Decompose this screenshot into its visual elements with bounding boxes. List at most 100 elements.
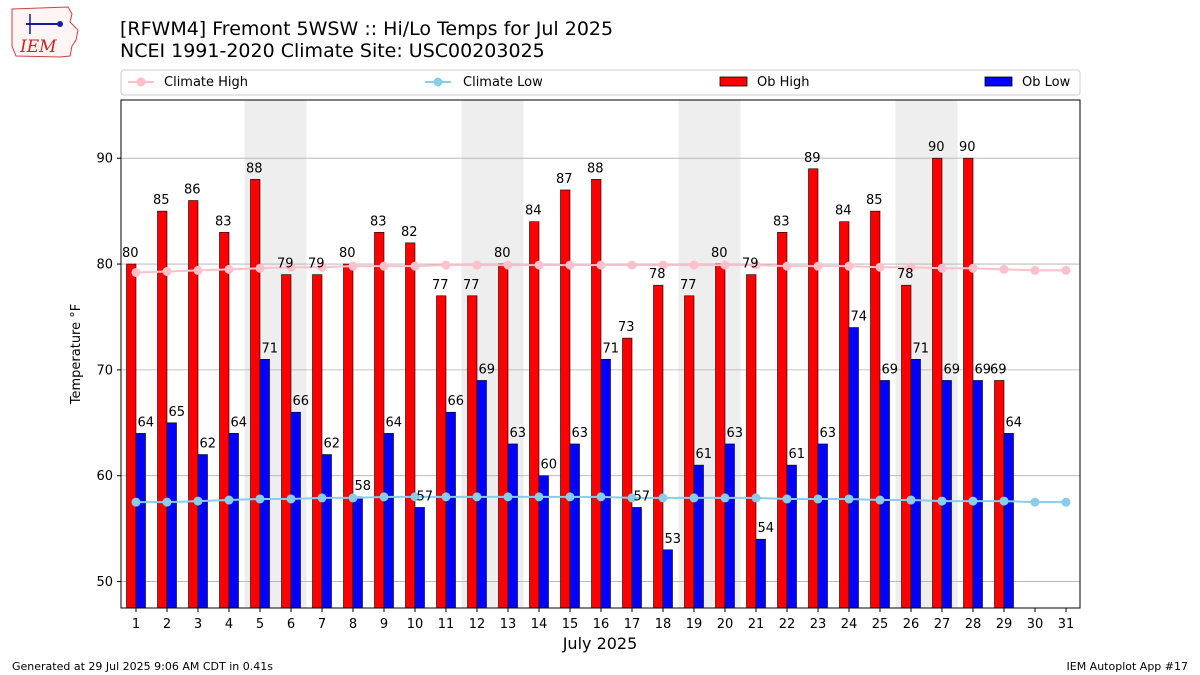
ob-high-value-label-8: 80 <box>339 246 356 261</box>
ob-high-bar-14 <box>529 221 540 609</box>
ob-low-bar-15 <box>569 443 580 609</box>
x-tick-label-20: 20 <box>717 617 734 632</box>
climate-low-point-31 <box>1061 497 1071 507</box>
x-tick-label-15: 15 <box>562 617 579 632</box>
legend-climate-low-label: Climate Low <box>463 75 543 90</box>
climate-high-point-19 <box>689 260 699 270</box>
chart-legend: Climate High Climate Low Ob High Ob Low <box>120 69 1081 96</box>
ob-low-bar-27 <box>941 380 952 609</box>
ob-high-value-label-25: 85 <box>866 193 883 208</box>
x-tick-label-28: 28 <box>965 617 982 632</box>
climate-high-point-24 <box>844 261 854 271</box>
climate-high-point-4 <box>224 264 234 274</box>
ob-high-value-label-9: 83 <box>370 214 387 229</box>
ob-low-value-label-10: 57 <box>416 489 433 504</box>
ob-high-bar-22 <box>777 231 788 609</box>
y-axis: 50 60 70 80 90 <box>96 152 121 590</box>
y-tick-label-90: 90 <box>96 152 113 167</box>
ob-high-bar-10 <box>405 242 416 609</box>
ob-high-value-label-14: 84 <box>525 204 542 219</box>
ob-high-value-label-27: 90 <box>928 140 945 155</box>
ob-high-value-label-1: 80 <box>122 246 139 261</box>
ob-high-bar-21 <box>746 274 757 609</box>
ob-low-value-label-27: 69 <box>943 362 960 377</box>
climate-low-point-17 <box>627 493 637 503</box>
legend-ob-low: Ob Low <box>984 75 1071 90</box>
climate-high-point-8 <box>348 261 358 271</box>
ob-high-bar-28 <box>963 157 974 609</box>
ob-high-value-label-7: 79 <box>308 257 325 272</box>
legend-climate-high-label: Climate High <box>164 75 248 90</box>
ob-low-bar-23 <box>817 443 828 609</box>
x-tick-label-3: 3 <box>194 617 202 632</box>
legend-ob-low-swatch <box>984 76 1013 87</box>
ob-high-bar-8 <box>343 263 354 609</box>
ob-high-bar-1 <box>126 263 137 609</box>
x-tick-label-30: 30 <box>1027 617 1044 632</box>
x-tick-label-6: 6 <box>287 617 295 632</box>
climate-high-point-21 <box>751 260 761 270</box>
ob-low-bar-13 <box>507 443 518 609</box>
climate-low-point-16 <box>596 492 606 502</box>
climate-high-point-28 <box>968 263 978 273</box>
legend-ob-high-label: Ob High <box>757 75 810 90</box>
ob-high-bar-29 <box>994 380 1005 609</box>
ob-low-value-label-21: 54 <box>757 521 774 536</box>
climate-high-point-23 <box>813 261 823 271</box>
climate-low-point-15 <box>565 492 575 502</box>
logo-text: IEM <box>19 37 57 57</box>
climate-high-point-11 <box>441 260 451 270</box>
x-tick-label-7: 7 <box>318 617 326 632</box>
x-tick-label-14: 14 <box>531 617 548 632</box>
ob-low-bar-17 <box>631 507 642 609</box>
ob-high-bar-4 <box>219 231 230 609</box>
iowa-outline-icon <box>11 6 79 58</box>
climate-low-point-13 <box>503 492 513 502</box>
legend-ob-high-swatch <box>719 76 748 87</box>
ob-low-bar-1 <box>135 433 146 609</box>
ob-low-value-label-13: 63 <box>509 426 526 441</box>
climate-low-point-30 <box>1030 497 1040 507</box>
ob-high-bar-12 <box>467 295 478 609</box>
ob-high-value-label-10: 82 <box>401 225 418 240</box>
climate-high-point-10 <box>410 261 420 271</box>
bars <box>126 157 1014 609</box>
ob-high-bar-9 <box>374 231 385 609</box>
climate-low-point-27 <box>937 496 947 506</box>
ob-low-bar-26 <box>910 358 921 609</box>
climate-high-point-3 <box>193 265 203 275</box>
climate-low-point-18 <box>658 493 668 503</box>
ob-low-value-label-8: 58 <box>354 479 371 494</box>
x-tick-label-2: 2 <box>163 617 171 632</box>
ob-high-value-label-19: 77 <box>680 278 697 293</box>
ob-low-bar-11 <box>445 411 456 609</box>
ob-high-value-label-3: 86 <box>184 183 201 198</box>
climate-low-point-11 <box>441 492 451 502</box>
ob-high-value-label-29: 69 <box>990 362 1007 377</box>
climate-low-point-4 <box>224 495 234 505</box>
climate-low-point-6 <box>286 494 296 504</box>
x-tick-label-13: 13 <box>500 617 517 632</box>
climate-low-point-9 <box>379 492 389 502</box>
ob-high-value-label-23: 89 <box>804 151 821 166</box>
ob-low-value-label-24: 74 <box>850 310 867 325</box>
climate-low-point-2 <box>162 497 172 507</box>
legend-ob-low-label: Ob Low <box>1022 75 1071 90</box>
x-tick-label-8: 8 <box>349 617 357 632</box>
climate-low-point-20 <box>720 493 730 503</box>
climate-low-point-8 <box>348 493 358 503</box>
x-tick-label-1: 1 <box>132 617 140 632</box>
climate-high-point-7 <box>317 262 327 272</box>
ob-high-bar-7 <box>312 274 323 609</box>
climate-low-point-1 <box>131 497 141 507</box>
climate-high-point-1 <box>131 268 141 278</box>
climate-high-point-12 <box>472 260 482 270</box>
weather-vane-cup <box>57 21 63 27</box>
y-tick-label-70: 70 <box>96 363 113 378</box>
ob-low-value-label-19: 61 <box>695 447 712 462</box>
climate-low-point-22 <box>782 494 792 504</box>
ob-high-value-label-13: 80 <box>494 246 511 261</box>
ob-low-value-label-25: 69 <box>881 362 898 377</box>
ob-high-bar-13 <box>498 263 509 609</box>
climate-low-point-26 <box>906 495 916 505</box>
